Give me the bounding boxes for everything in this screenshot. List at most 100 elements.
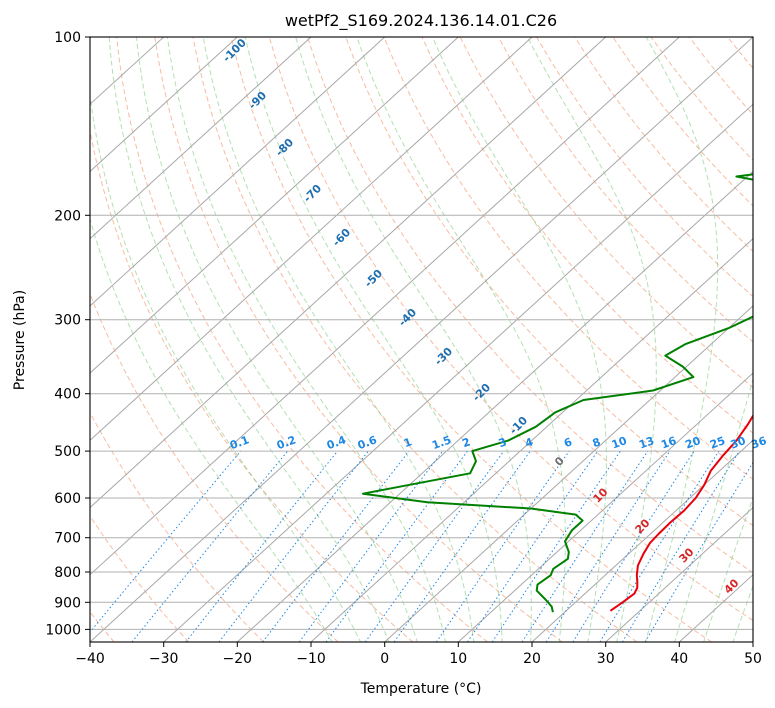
isotherm-line bbox=[90, 37, 533, 442]
mixing-ratio-line bbox=[262, 450, 410, 642]
isotherm-line bbox=[90, 37, 753, 642]
plot-frame bbox=[89, 36, 754, 643]
isotherm-line bbox=[90, 37, 459, 374]
mixing-ratio-label: 13 bbox=[637, 434, 656, 451]
mixing-ratio-label: 0.2 bbox=[275, 433, 298, 452]
y-tick-label: 200 bbox=[54, 208, 81, 224]
mixing-ratio-label: 0.6 bbox=[356, 433, 379, 452]
mixing-ratio-line bbox=[298, 450, 444, 642]
mixing-ratio-line bbox=[393, 450, 531, 642]
axis-ticks: −40 −30 −20 −10 0 10 20 30 40 5010020030040050060… bbox=[45, 30, 762, 667]
moist-adiabat-line bbox=[645, 37, 719, 642]
moist-adiabat-line bbox=[108, 37, 390, 642]
mixing-ratio-line bbox=[467, 450, 599, 642]
mixing-ratio-line bbox=[325, 450, 468, 642]
dry-adiabat-line bbox=[116, 37, 488, 642]
moist-adiabat-line bbox=[90, 91, 362, 642]
y-tick-label: 800 bbox=[54, 565, 81, 581]
mixing-ratio-line bbox=[131, 450, 288, 642]
y-tick-label: 400 bbox=[54, 387, 81, 403]
profile-lines bbox=[362, 173, 753, 613]
isotherm-line bbox=[90, 37, 607, 509]
moist-adiabat-line bbox=[166, 37, 447, 642]
isotherm-line bbox=[90, 37, 238, 173]
isotherm-line bbox=[90, 37, 312, 240]
mixing-ratio-label: 1 bbox=[402, 435, 414, 450]
x-tick-label: −40 bbox=[75, 651, 105, 667]
moist-adiabat-line bbox=[202, 37, 475, 642]
y-axis-title: Pressure (hPa) bbox=[12, 290, 28, 390]
dry-adiabat-line bbox=[192, 37, 638, 642]
moist-adiabat-line bbox=[703, 496, 753, 642]
dry-adiabat-line bbox=[497, 37, 753, 343]
x-tick-label: 10 bbox=[449, 651, 467, 667]
dry-adiabat-line bbox=[307, 37, 753, 574]
y-tick-label: 600 bbox=[54, 491, 81, 507]
dry-adiabat-line bbox=[268, 37, 753, 622]
dry-adiabat-line bbox=[536, 37, 753, 298]
isotherm-line bbox=[752, 641, 753, 642]
mixing-ratio-label: 3 bbox=[497, 435, 509, 450]
mixing-ratio-label: 30 bbox=[729, 434, 748, 452]
y-tick-label: 300 bbox=[54, 313, 81, 329]
mixing-ratio-label: 16 bbox=[659, 434, 678, 452]
x-tick-label: 50 bbox=[744, 651, 762, 667]
moist-adiabat-line bbox=[356, 37, 566, 642]
mixing-ratio-line bbox=[90, 450, 242, 633]
isotherm-line bbox=[531, 439, 753, 642]
mixing-ratio-line bbox=[364, 450, 505, 642]
isotherm-line bbox=[605, 506, 753, 642]
dry-adiabat-line bbox=[90, 411, 264, 642]
isotherm-line bbox=[90, 37, 386, 307]
moist-adiabat-line bbox=[732, 584, 753, 642]
mixing-ratio-label: 2 bbox=[460, 435, 472, 450]
x-axis-title: Temperature (°C) bbox=[360, 681, 482, 697]
mixing-ratio-line bbox=[621, 450, 740, 642]
moist-adiabat-line bbox=[432, 37, 607, 642]
dewpoint-profile-line bbox=[362, 173, 753, 613]
mixing-ratio-label: 1.5 bbox=[430, 433, 453, 452]
temperature-profile-line bbox=[609, 413, 753, 612]
mixing-ratio-line bbox=[491, 450, 621, 642]
mixing-ratio-label: 8 bbox=[591, 435, 603, 450]
isotherm-line bbox=[163, 103, 753, 642]
dry-adiabat-line bbox=[766, 37, 775, 642]
x-tick-label: −10 bbox=[296, 651, 326, 667]
dry-adiabat-line bbox=[154, 37, 563, 642]
isotherm-line bbox=[90, 37, 680, 576]
y-tick-label: 100 bbox=[54, 30, 81, 46]
isotherm-line bbox=[384, 305, 753, 642]
x-tick-label: −20 bbox=[223, 651, 253, 667]
mixing-ratio-label: 4 bbox=[523, 435, 535, 450]
y-tick-label: 900 bbox=[54, 595, 81, 611]
mixing-ratio-line bbox=[545, 450, 671, 642]
mixing-ratio-label: 0.4 bbox=[325, 433, 348, 452]
moist-adiabat-line bbox=[295, 37, 532, 642]
mixing-ratio-line bbox=[572, 450, 695, 642]
mixing-ratio-label: 10 bbox=[610, 434, 629, 452]
moist-adiabat-line bbox=[90, 217, 333, 642]
chart-title: wetPf2_S169.2024.136.14.01.C26 bbox=[285, 11, 557, 31]
y-tick-label: 1000 bbox=[45, 622, 81, 638]
mixing-ratio-line bbox=[185, 450, 338, 642]
mixing-ratio-label: 0.1 bbox=[228, 433, 251, 452]
mixing-ratio-label: 20 bbox=[683, 434, 702, 452]
mixing-ratio-line bbox=[435, 450, 570, 642]
mixing-ratio-label: 36 bbox=[749, 434, 768, 452]
isotherm-line bbox=[457, 372, 753, 642]
x-tick-label: 30 bbox=[597, 651, 615, 667]
mixing-ratio-label: 25 bbox=[708, 434, 727, 451]
x-tick-label: 0 bbox=[380, 651, 389, 667]
isotherm-line bbox=[310, 237, 753, 642]
moist-adiabat-line bbox=[135, 37, 418, 642]
x-tick-label: 20 bbox=[523, 651, 541, 667]
moist-adiabat-line bbox=[674, 377, 753, 642]
isotherm-line bbox=[236, 170, 753, 642]
mixing-ratio-label: 6 bbox=[562, 435, 574, 450]
x-tick-label: 40 bbox=[670, 651, 688, 667]
y-tick-label: 500 bbox=[54, 444, 81, 460]
mixing-ratio-line bbox=[521, 450, 649, 642]
dry-adiabat-line bbox=[421, 37, 753, 434]
background-lines bbox=[90, 37, 775, 642]
